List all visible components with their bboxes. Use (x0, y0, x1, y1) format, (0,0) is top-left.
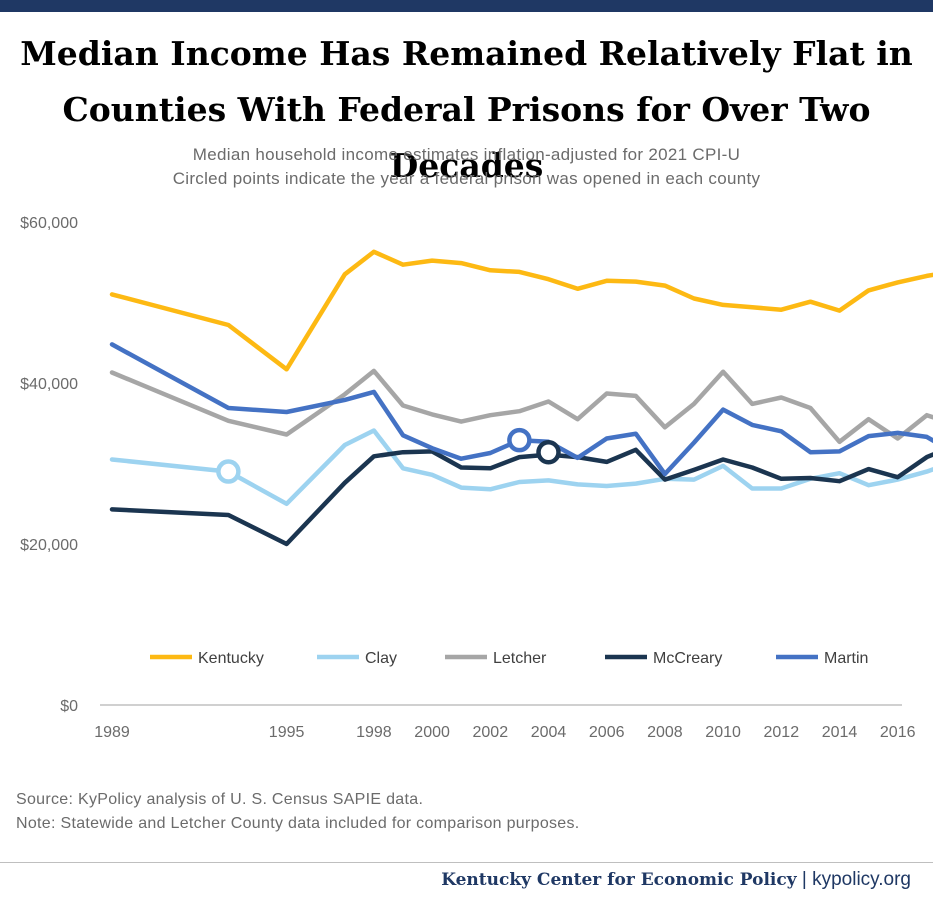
x-tick-label: 1995 (269, 724, 305, 741)
prison-opened-marker-martin (507, 427, 532, 453)
y-tick-label: $60,000 (20, 215, 78, 232)
comparison-note: Note: Statewide and Letcher County data … (16, 815, 580, 832)
source-note: Source: KyPolicy analysis of U. S. Censu… (16, 791, 424, 808)
top-accent-bar (0, 0, 933, 12)
footer-separator: | (801, 869, 807, 890)
chart-title-line-2: Counties With Federal Prisons for Over T… (62, 90, 871, 185)
y-tick-label: $0 (60, 698, 78, 715)
legend-label-kentucky: Kentucky (198, 650, 264, 667)
x-tick-label: 1989 (94, 724, 130, 741)
prison-opened-marker-mccreary (536, 439, 561, 465)
legend-label-mccreary: McCreary (653, 650, 722, 667)
footnotes: Source: KyPolicy analysis of U. S. Censu… (16, 788, 580, 836)
footer-credit: Kentucky Center for Economic Policy | ky… (441, 869, 911, 891)
prison-opened-marker-clay (216, 459, 241, 484)
chart-subtitle-line-2: Circled points indicate the year a feder… (172, 169, 761, 188)
y-tick-label: $20,000 (20, 537, 78, 554)
footer-url[interactable]: kypolicy.org (812, 869, 911, 890)
chart-title: Median Income Has Remained Relatively Fl… (0, 26, 933, 194)
y-tick-label: $40,000 (20, 376, 78, 393)
footer-org-name: Kentucky Center for Economic Policy (441, 870, 797, 890)
chart-subtitle: Median household income estimates inflat… (0, 143, 933, 191)
x-tick-label: 2014 (822, 724, 858, 741)
x-tick-label: 2008 (647, 724, 683, 741)
series-line-kentucky (109, 249, 933, 372)
x-tick-label: 2002 (473, 724, 509, 741)
series-line-clay (109, 428, 933, 507)
x-tick-label: 1998 (356, 724, 392, 741)
x-tick-label: 2012 (764, 724, 800, 741)
x-tick-label: 2000 (414, 724, 450, 741)
chart-title-line-1: Median Income Has Remained Relatively Fl… (20, 34, 913, 73)
x-tick-label: 2010 (705, 724, 741, 741)
series-line-martin (109, 342, 933, 477)
legend-label-martin: Martin (824, 650, 868, 667)
chart-subtitle-line-1: Median household income estimates inflat… (192, 145, 741, 164)
footer-divider (0, 862, 933, 863)
legend-label-clay: Clay (365, 650, 397, 667)
series-line-mccreary (109, 447, 933, 547)
x-tick-label: 2004 (531, 724, 567, 741)
series-line-letcher (109, 368, 933, 445)
x-tick-label: 2016 (880, 724, 916, 741)
legend-label-letcher: Letcher (493, 650, 547, 667)
line-chart: $0 $20,000 $40,000 $60,000 1989 1995 1998 2000 2… (20, 215, 933, 741)
x-tick-label: 2006 (589, 724, 625, 741)
